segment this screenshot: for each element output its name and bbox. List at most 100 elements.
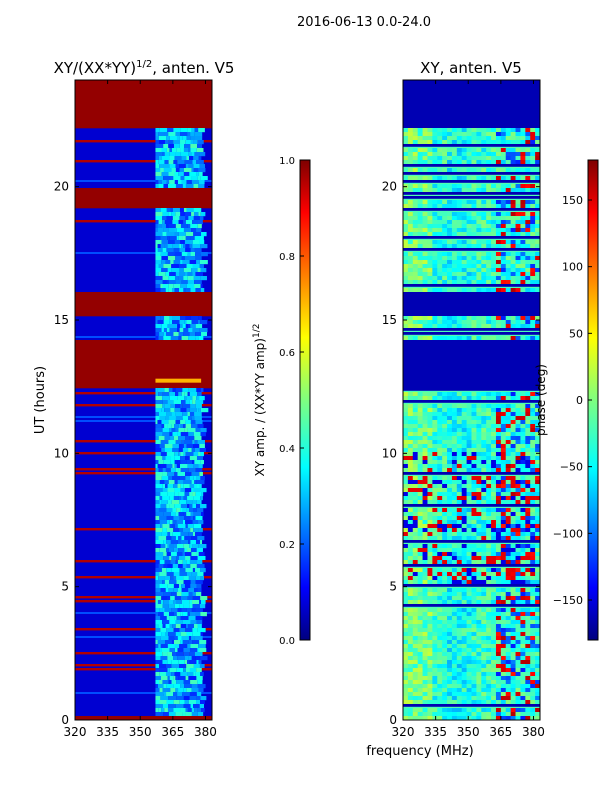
amplitude-cell	[155, 428, 163, 433]
phase-cell	[466, 512, 472, 517]
phase-cell	[500, 392, 507, 397]
amplitude-cell	[167, 544, 170, 549]
phase-cell	[417, 668, 423, 673]
phase-cell	[412, 244, 418, 249]
amplitude-cell	[198, 180, 205, 185]
amplitude-cell	[155, 148, 162, 153]
phase-cell	[412, 628, 418, 633]
phase-cell	[535, 660, 540, 665]
amplitude-cell	[159, 516, 167, 521]
phase-cell	[442, 572, 448, 577]
amplitude-cell	[200, 268, 207, 273]
phase-cell	[451, 276, 458, 281]
phase-cell	[422, 688, 428, 693]
phase-cell	[515, 612, 521, 617]
amplitude-cell	[188, 676, 197, 681]
phase-cell	[535, 224, 540, 229]
phase-cell	[525, 448, 531, 453]
phase-cell	[500, 468, 507, 473]
phase-cell	[427, 680, 433, 685]
phase-cell	[500, 176, 507, 181]
amplitude-cell	[165, 416, 170, 421]
phase-cell	[403, 276, 409, 281]
phase-cell	[481, 580, 487, 585]
amplitude-cell	[169, 272, 176, 277]
phase-cell	[530, 408, 536, 413]
phase-cell	[520, 176, 526, 181]
amplitude-cell	[159, 688, 163, 693]
phase-cell	[476, 152, 482, 157]
phase-cell	[437, 468, 443, 473]
phase-cell	[466, 416, 472, 421]
amplitude-cell	[75, 336, 212, 338]
amplitude-cell	[179, 644, 188, 649]
amplitude-cell	[175, 620, 183, 625]
phase-cell	[427, 160, 433, 165]
phase-cell	[525, 476, 531, 481]
phase-cell	[422, 572, 428, 577]
phase-cell	[505, 456, 511, 461]
phase-cell	[486, 432, 492, 437]
phase-cell	[442, 416, 448, 421]
phase-cell	[500, 548, 507, 553]
phase-cell	[437, 476, 443, 481]
amplitude-cell	[165, 624, 170, 629]
phase-cell	[456, 480, 463, 485]
phase-cell	[520, 536, 526, 541]
amplitude-cell	[196, 660, 199, 665]
amplitude-cell	[160, 208, 167, 213]
amplitude-cell	[171, 212, 176, 217]
amplitude-cell	[193, 452, 199, 457]
phase-cell	[427, 412, 433, 417]
phase-cell	[442, 716, 448, 720]
phase-cell	[500, 316, 507, 321]
phase-cell	[437, 160, 443, 165]
amplitude-colorbar-ticks: 0.00.20.40.60.81.0	[279, 156, 304, 647]
amplitude-cell	[174, 616, 177, 621]
phase-cell	[437, 644, 443, 649]
phase-cell	[451, 428, 458, 433]
phase-cell	[412, 580, 418, 585]
phase-cell	[510, 444, 516, 449]
amplitude-cell	[155, 668, 160, 673]
phase-cell	[451, 280, 458, 285]
amplitude-cell	[163, 264, 172, 269]
phase-cell	[525, 596, 531, 601]
phase-cell	[456, 476, 463, 481]
phase-cell	[447, 268, 453, 273]
phase-cell	[461, 256, 467, 261]
phase-cell	[530, 268, 536, 273]
phase-cell	[491, 516, 497, 521]
phase-cell	[471, 580, 477, 585]
phase-cell	[495, 448, 502, 453]
phase-cell	[461, 212, 467, 217]
phase-cell	[495, 508, 502, 513]
amplitude-cell	[196, 228, 202, 233]
phase-cell	[471, 252, 477, 257]
phase-cell	[486, 152, 492, 157]
phase-cell	[530, 412, 536, 417]
phase-cell	[491, 632, 497, 637]
phase-cell	[412, 428, 418, 433]
phase-cell	[461, 544, 467, 549]
phase-cell	[407, 452, 414, 457]
amplitude-cell	[165, 544, 168, 549]
phase-cell	[476, 596, 482, 601]
phase-cell	[451, 624, 458, 629]
phase-cell	[510, 544, 516, 549]
phase-cell	[427, 200, 433, 205]
phase-cell	[461, 640, 467, 645]
phase-cell	[486, 692, 492, 697]
phase-cell	[442, 696, 448, 701]
amplitude-cell	[169, 428, 172, 433]
amplitude-cell	[175, 420, 181, 425]
phase-cell	[510, 712, 516, 717]
phase-cell	[437, 396, 443, 401]
amplitude-cell	[155, 620, 163, 625]
y-tick-label: 10	[382, 446, 397, 460]
amplitude-cell	[155, 228, 159, 233]
amplitude-cell	[75, 596, 212, 599]
phase-cell	[427, 404, 433, 409]
phase-cell	[412, 488, 418, 493]
phase-cell	[417, 608, 423, 613]
